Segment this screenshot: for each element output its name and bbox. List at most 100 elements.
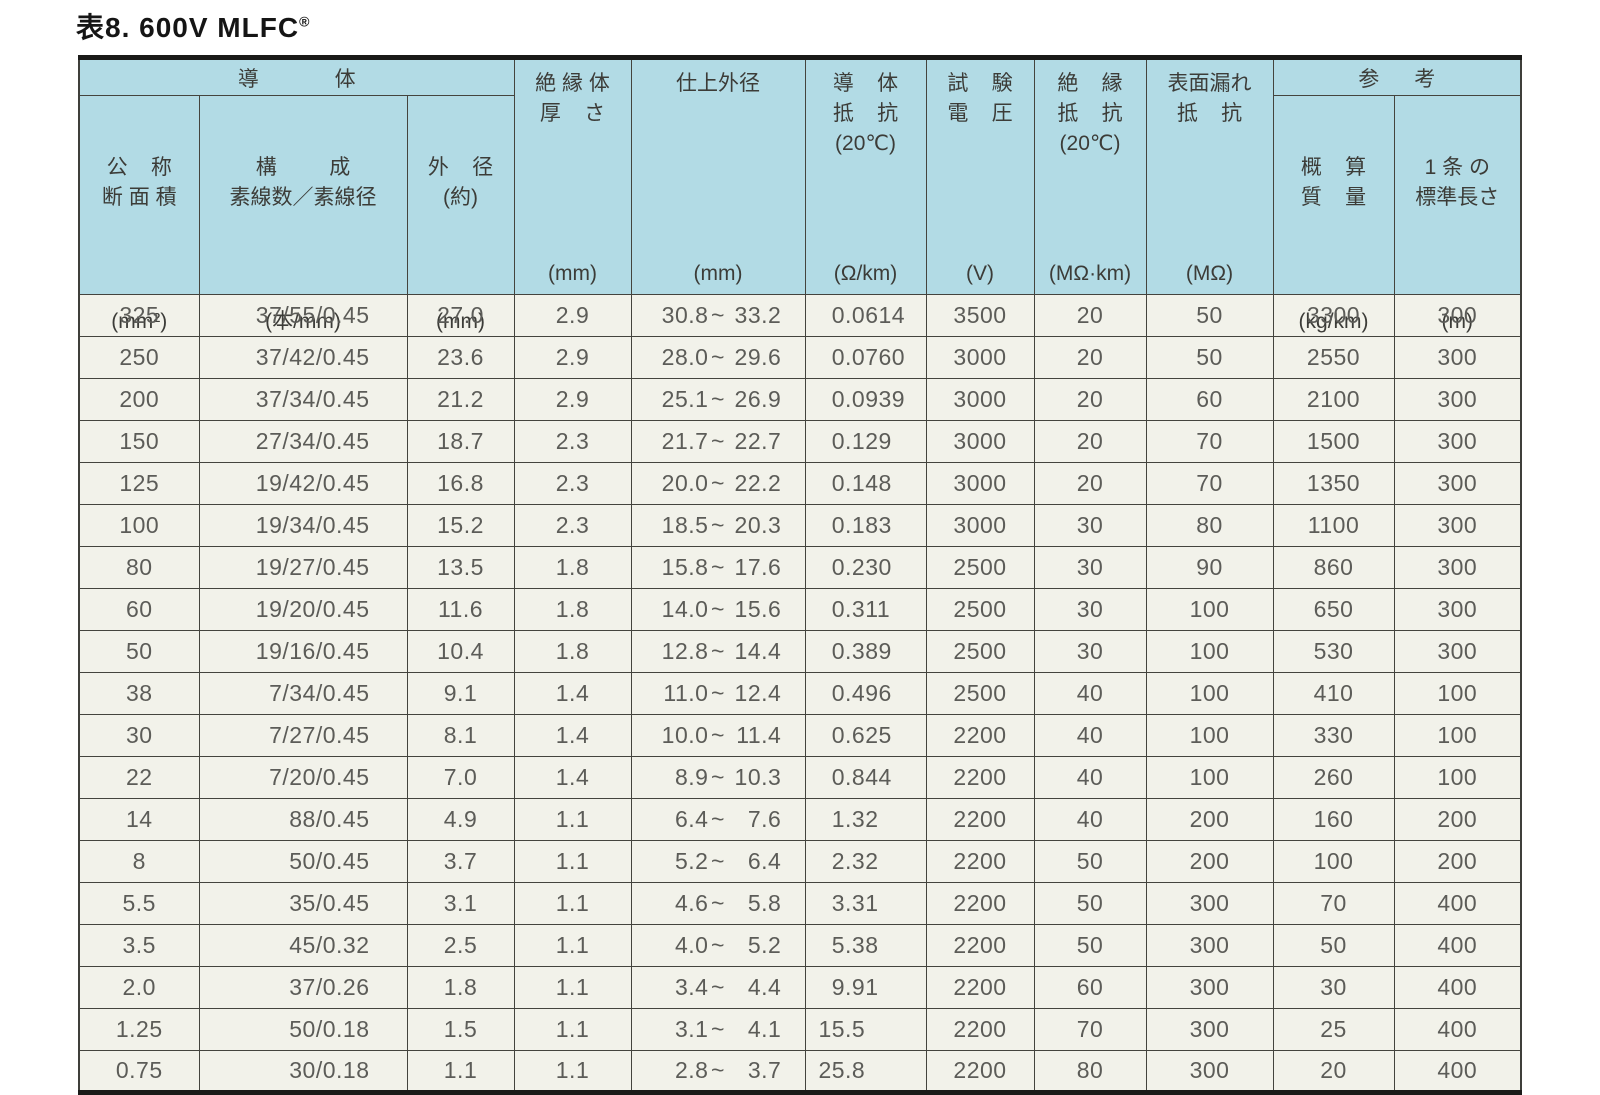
table-row: 325 37/55/0.45 27.0 2.9 30.8 ~33.2 0.0614 3500 2… [78,293,1522,337]
cell-finished_od: 14.0 ~15.6 [630,587,806,631]
cell-od: 9.1 [406,671,515,715]
table-row: 200 37/34/0.45 21.2 2.9 25.1 ~26.9 0.0939 3000 2… [78,377,1522,421]
cell-size: 8 [78,839,200,883]
cell-insulation_resistance: 70 [1033,1007,1147,1051]
cell-test_voltage: 3000 [925,377,1035,421]
cell-standard_length: 400 [1393,881,1522,925]
cell-thickness: 1.1 [513,965,632,1009]
cell-surface_leakage: 90 [1145,545,1274,589]
cell-thickness: 2.9 [513,293,632,337]
cell-thickness: 1.8 [513,587,632,631]
cell-od: 15.2 [406,503,515,547]
cell-test_voltage: 2200 [925,923,1035,967]
cell-finished_od: 18.5 ~20.3 [630,503,806,547]
cell-thickness: 1.4 [513,713,632,757]
cell-conductor_resistance: 15.5 [804,1007,927,1051]
cell-conductor_resistance: 25.8 [804,1049,927,1093]
cell-test_voltage: 3500 [925,293,1035,337]
cell-size: 0.75 [78,1049,200,1093]
document-page: 表8. 600V MLFC® 導 体 絶 縁 体厚 さ (mm) 仕上外径 (mm)… [76,12,1523,1095]
cell-test_voltage: 2500 [925,629,1035,673]
cell-od: 1.8 [406,965,515,1009]
table-row: 14 88/0.45 4.9 1.1 6.4 ~7.6 1.32 2200 40 200 160 20… [78,797,1522,841]
cell-finished_od: 4.6 ~5.8 [630,881,806,925]
cell-size: 200 [78,377,200,421]
cell-surface_leakage: 300 [1145,923,1274,967]
cell-thickness: 1.4 [513,671,632,715]
cell-construction: 7/34/0.45 [198,671,408,715]
cell-standard_length: 300 [1393,503,1522,547]
cell-approx_mass: 160 [1272,797,1395,841]
cell-size: 150 [78,419,200,463]
cell-surface_leakage: 100 [1145,629,1274,673]
cell-approx_mass: 1100 [1272,503,1395,547]
cell-construction: 50/0.18 [198,1007,408,1051]
cell-surface_leakage: 100 [1145,587,1274,631]
cell-insulation_resistance: 40 [1033,671,1147,715]
cell-surface_leakage: 70 [1145,419,1274,463]
cell-insulation_resistance: 30 [1033,503,1147,547]
cell-standard_length: 400 [1393,1007,1522,1051]
cell-surface_leakage: 50 [1145,293,1274,337]
table-header: 導 体 絶 縁 体厚 さ (mm) 仕上外径 (mm) 導 体抵 抗 (20℃) (Ω/… [78,57,1522,333]
cell-od: 11.6 [406,587,515,631]
cell-od: 3.7 [406,839,515,883]
cell-conductor_resistance: 0.625 [804,713,927,757]
table-row: 60 19/20/0.45 11.6 1.8 14.0 ~15.6 0.311 2500 30 1… [78,587,1522,631]
cell-surface_leakage: 60 [1145,377,1274,421]
cell-size: 1.25 [78,1007,200,1051]
cell-approx_mass: 860 [1272,545,1395,589]
header-insulation-resistance: 絶 縁抵 抗 (20℃) (MΩ·km) [1033,57,1147,295]
cell-finished_od: 20.0 ~22.2 [630,461,806,505]
cell-test_voltage: 2200 [925,797,1035,841]
cell-insulation_resistance: 20 [1033,461,1147,505]
cell-size: 30 [78,713,200,757]
cell-insulation_resistance: 40 [1033,797,1147,841]
cell-insulation_resistance: 60 [1033,965,1147,1009]
cell-insulation_resistance: 50 [1033,881,1147,925]
cell-approx_mass: 50 [1272,923,1395,967]
cell-finished_od: 12.8 ~14.4 [630,629,806,673]
cell-finished_od: 30.8 ~33.2 [630,293,806,337]
cell-size: 80 [78,545,200,589]
cell-standard_length: 200 [1393,797,1522,841]
header-test-voltage: 試 験電 圧 (V) [925,57,1035,295]
cell-insulation_resistance: 80 [1033,1049,1147,1093]
cell-test_voltage: 2500 [925,545,1035,589]
cell-construction: 7/20/0.45 [198,755,408,799]
cell-construction: 50/0.45 [198,839,408,883]
cell-approx_mass: 260 [1272,755,1395,799]
cell-conductor_resistance: 0.311 [804,587,927,631]
header-outer-diameter: 外 径(約)(mm) [406,95,515,333]
table-row: 30 7/27/0.45 8.1 1.4 10.0 ~11.4 0.625 2200 40 100… [78,713,1522,757]
cell-thickness: 1.1 [513,923,632,967]
cell-standard_length: 300 [1393,545,1522,589]
table-row: 38 7/34/0.45 9.1 1.4 11.0 ~12.4 0.496 2500 40 100… [78,671,1522,715]
cell-finished_od: 11.0 ~12.4 [630,671,806,715]
cell-test_voltage: 2200 [925,1049,1035,1093]
cell-conductor_resistance: 0.230 [804,545,927,589]
cell-conductor_resistance: 0.129 [804,419,927,463]
mlfc-spec-table: 導 体 絶 縁 体厚 さ (mm) 仕上外径 (mm) 導 体抵 抗 (20℃) (Ω/… [78,55,1523,1095]
cell-standard_length: 100 [1393,755,1522,799]
cell-test_voltage: 2200 [925,881,1035,925]
table-row: 100 19/34/0.45 15.2 2.3 18.5 ~20.3 0.183 3000 30… [78,503,1522,547]
cell-conductor_resistance: 2.32 [804,839,927,883]
cell-approx_mass: 530 [1272,629,1395,673]
cell-standard_length: 100 [1393,713,1522,757]
cell-thickness: 2.3 [513,461,632,505]
cell-size: 14 [78,797,200,841]
table-row: 80 19/27/0.45 13.5 1.8 15.8 ~17.6 0.230 2500 30 9… [78,545,1522,589]
cell-approx_mass: 330 [1272,713,1395,757]
table-row: 5.5 35/0.45 3.1 1.1 4.6 ~5.8 3.31 2200 50 300 70 40… [78,881,1522,925]
table-row: 250 37/42/0.45 23.6 2.9 28.0 ~29.6 0.0760 3000 2… [78,335,1522,379]
cell-conductor_resistance: 1.32 [804,797,927,841]
cell-construction: 19/16/0.45 [198,629,408,673]
cell-insulation_resistance: 30 [1033,587,1147,631]
cell-test_voltage: 2200 [925,839,1035,883]
cell-surface_leakage: 300 [1145,881,1274,925]
cell-conductor_resistance: 0.183 [804,503,927,547]
cell-thickness: 1.1 [513,1049,632,1093]
cell-od: 1.5 [406,1007,515,1051]
cell-thickness: 2.3 [513,503,632,547]
